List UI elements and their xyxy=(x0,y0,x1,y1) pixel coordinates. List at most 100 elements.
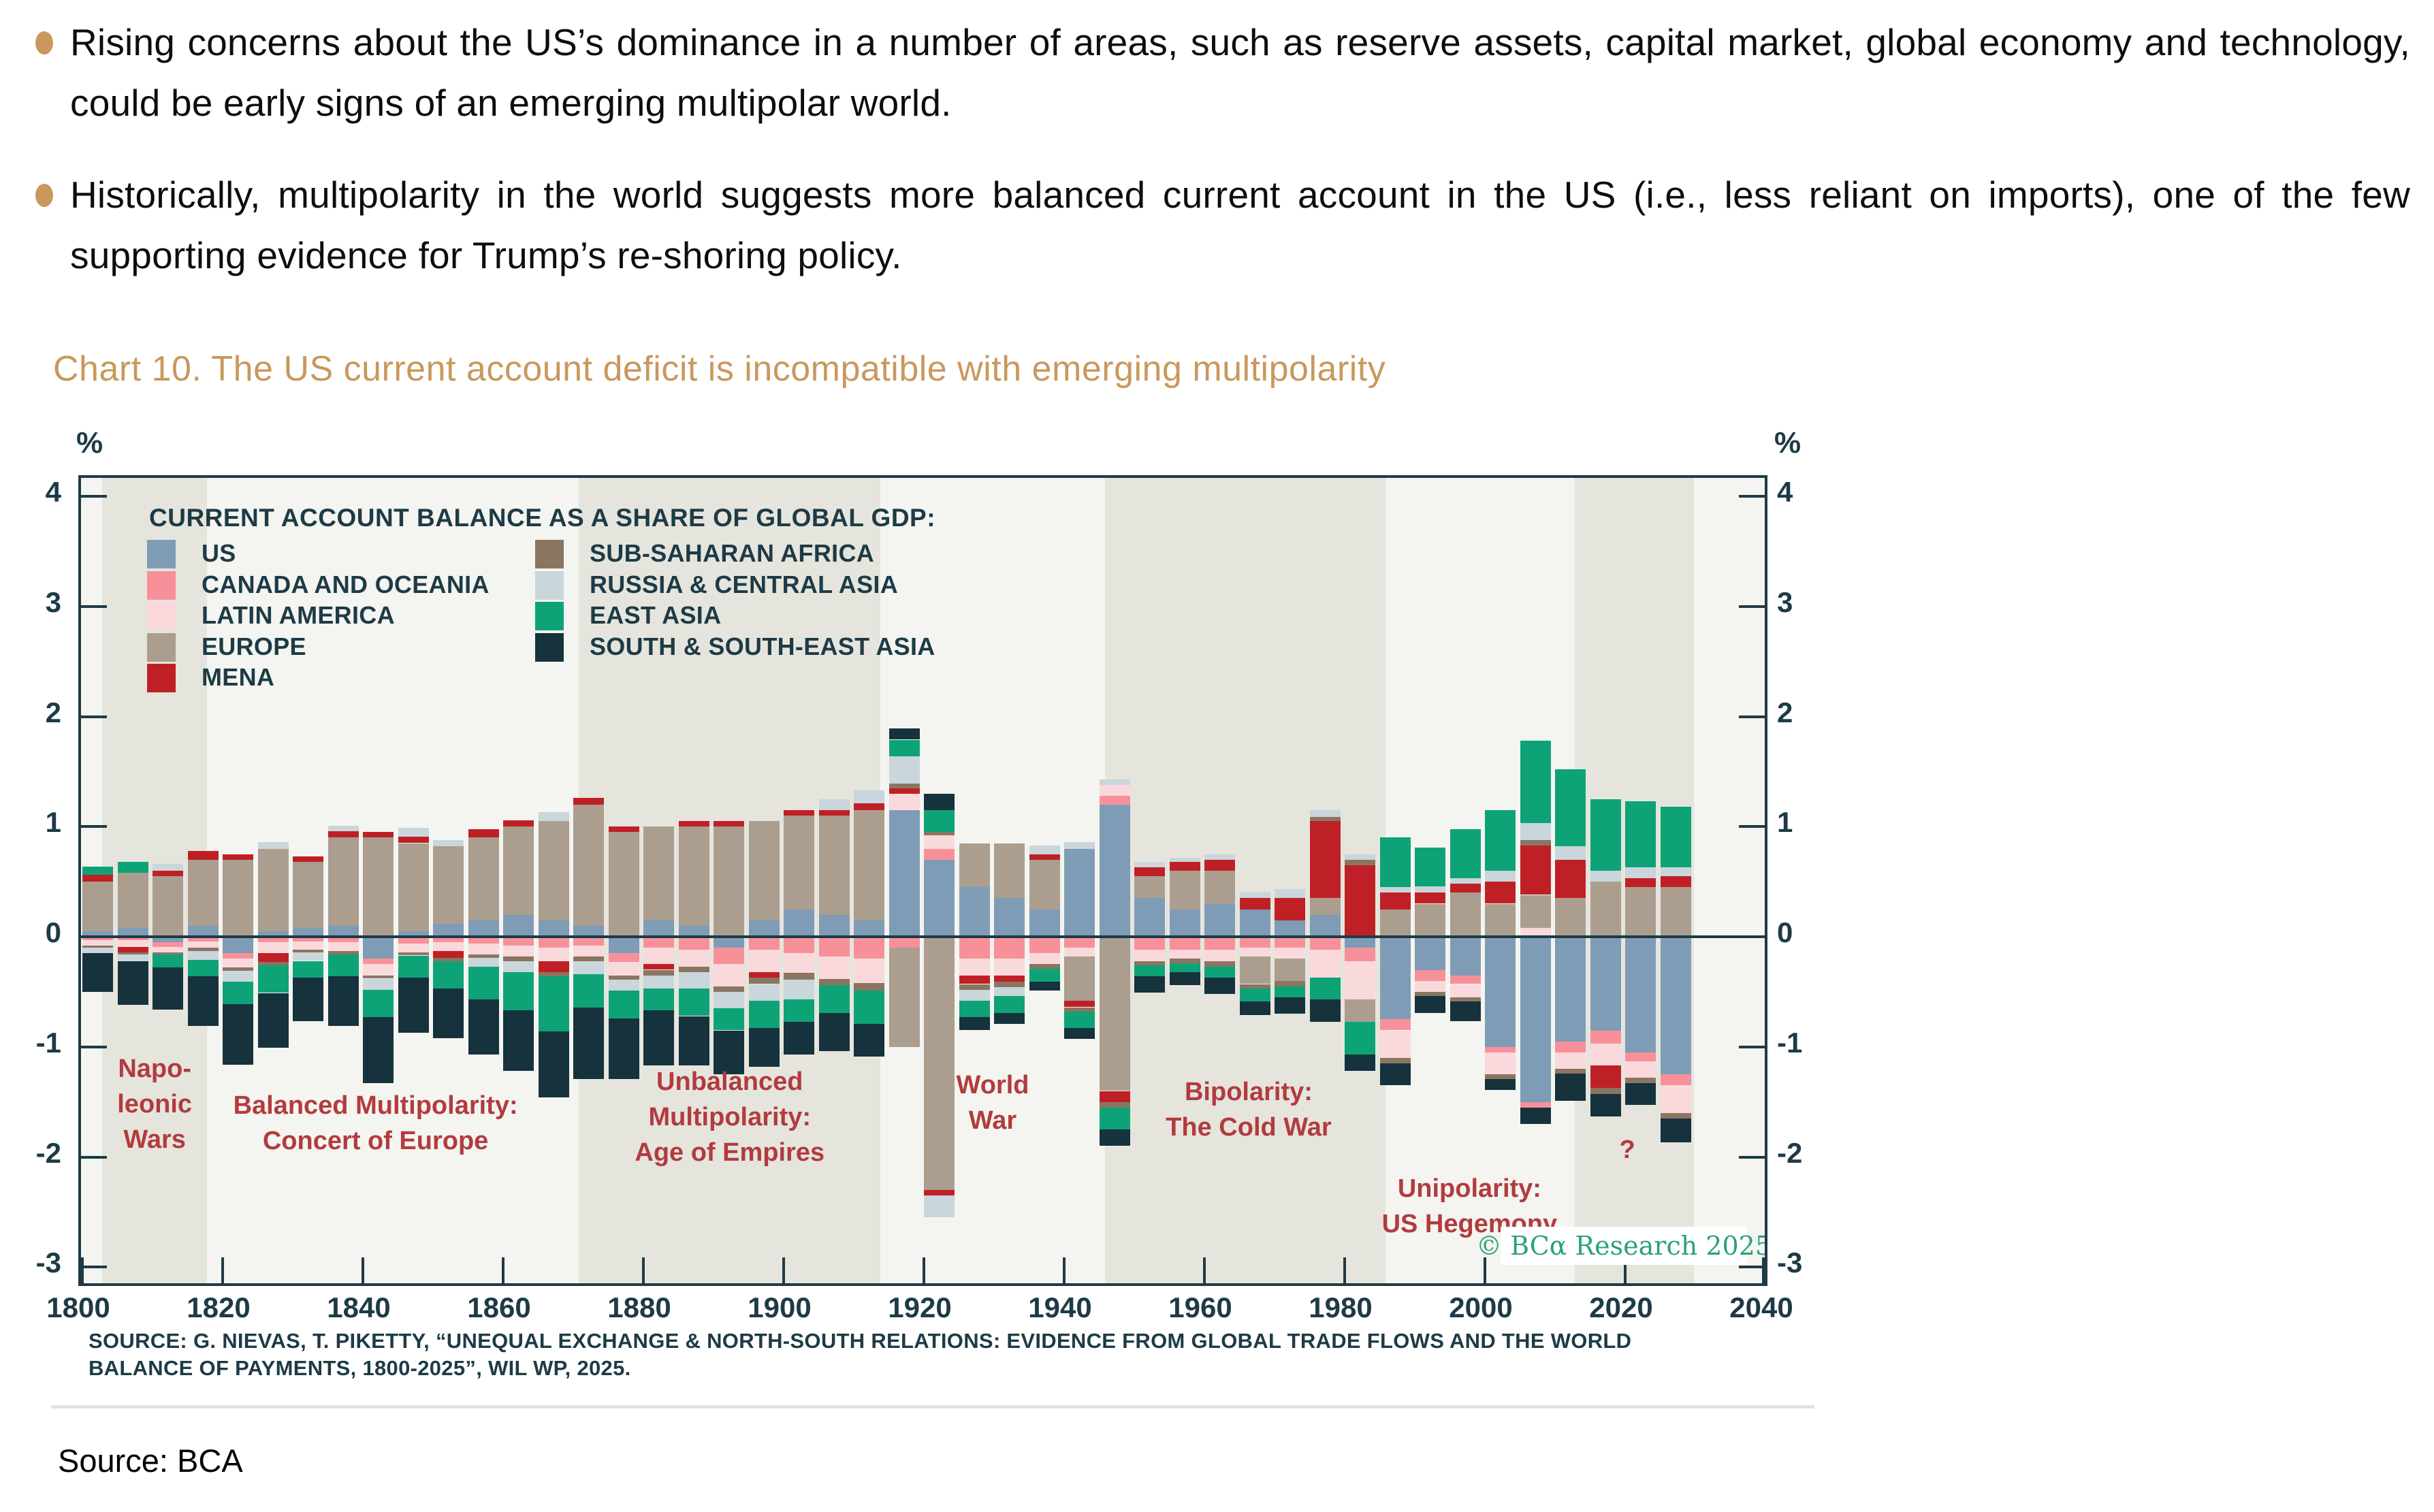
era-annotation-line: War xyxy=(968,1106,1017,1135)
bar-segment xyxy=(433,988,464,1038)
bar-segment xyxy=(1450,878,1481,884)
bar-segment xyxy=(1239,984,1270,989)
bar-segment xyxy=(1485,1046,1516,1052)
bar-segment xyxy=(573,937,604,946)
bar-segment xyxy=(1555,1073,1586,1101)
bar-segment xyxy=(854,810,884,920)
bar-segment xyxy=(1029,845,1060,854)
bar-segment xyxy=(1555,769,1586,847)
bar-segment xyxy=(888,788,920,794)
bar-segment xyxy=(1485,882,1516,904)
x-tick-label: 2020 xyxy=(1589,1291,1653,1323)
bar-segment xyxy=(1415,980,1445,992)
bar-segment xyxy=(924,793,955,810)
bar-segment xyxy=(1064,841,1095,849)
bar-segment xyxy=(398,931,429,937)
bar-segment xyxy=(1204,903,1235,937)
bar-segment xyxy=(398,836,429,843)
bar-segment xyxy=(784,953,814,974)
bar-segment xyxy=(1099,784,1130,796)
bar-segment xyxy=(1064,1028,1095,1040)
bar-segment xyxy=(327,942,359,951)
bar-segment xyxy=(1450,884,1481,893)
bar-segment xyxy=(959,975,990,984)
bar-segment xyxy=(1134,965,1165,977)
era-annotation-line: World xyxy=(956,1071,1029,1099)
bar-segment xyxy=(1099,937,1130,1091)
bar-segment xyxy=(1345,948,1375,961)
legend-swatch xyxy=(147,540,176,568)
bar-segment xyxy=(1660,937,1691,1075)
bar-segment xyxy=(784,909,814,937)
legend-label: EUROPE xyxy=(202,632,306,660)
bar-segment xyxy=(1239,956,1270,984)
y-tick-left xyxy=(81,715,107,718)
bar-segment xyxy=(1660,1074,1691,1086)
bar-segment xyxy=(293,977,323,1022)
bar-segment xyxy=(1345,961,1375,1000)
bar-segment xyxy=(784,1021,814,1055)
bar-segment xyxy=(959,843,990,888)
legend-swatch xyxy=(535,540,564,568)
bar-segment xyxy=(818,937,850,957)
bar-segment xyxy=(643,1010,674,1066)
bar-segment xyxy=(153,937,183,943)
bar-segment xyxy=(1099,1091,1130,1102)
bar-segment xyxy=(1379,1019,1411,1031)
bar-segment xyxy=(1485,871,1516,882)
bar-segment xyxy=(82,875,113,882)
era-annotation-line: leonic xyxy=(117,1090,193,1119)
bar-segment xyxy=(573,961,604,974)
legend-swatch xyxy=(535,570,564,600)
bar-segment xyxy=(117,928,148,937)
bar-segment xyxy=(433,839,464,847)
x-tick xyxy=(642,1257,645,1283)
bar-segment xyxy=(468,829,499,838)
bar-segment xyxy=(1415,903,1445,937)
bar-segment xyxy=(433,961,464,988)
y-tick-label-left: 3 xyxy=(45,585,61,618)
bar-segment xyxy=(888,728,920,740)
page-source: Source: BCA xyxy=(58,1443,243,1479)
bar-segment xyxy=(608,832,639,937)
y-tick-left xyxy=(81,825,107,829)
bar-segment xyxy=(1169,871,1200,910)
y-axis-unit-right: % xyxy=(1774,426,1802,460)
bar-segment xyxy=(1029,968,1060,982)
bar-segment xyxy=(1169,950,1200,959)
bar-segment xyxy=(1029,909,1060,937)
x-tick xyxy=(1203,1257,1206,1283)
era-annotation: Balanced Multipolarity: Concert of Europe xyxy=(199,1088,553,1159)
bar-segment xyxy=(503,971,534,1011)
bar-segment xyxy=(1309,821,1341,899)
bar-segment xyxy=(1660,1112,1691,1119)
bar-segment xyxy=(1485,1074,1516,1079)
bar-segment xyxy=(924,835,955,849)
bar-segment xyxy=(1134,937,1165,950)
x-tick-label: 1960 xyxy=(1168,1291,1232,1323)
bar-segment xyxy=(714,991,744,1009)
x-tick-label: 1800 xyxy=(46,1291,110,1323)
bar-segment xyxy=(538,812,569,822)
bar-segment xyxy=(1134,898,1165,937)
bar-segment xyxy=(1239,898,1270,910)
era-annotation-line: ? xyxy=(1619,1136,1635,1164)
bar-segment xyxy=(994,987,1025,997)
era-annotation: Bipolarity: The Cold War xyxy=(1072,1074,1426,1145)
bar-segment xyxy=(1379,1063,1411,1086)
bar-segment xyxy=(503,914,534,937)
bar-segment xyxy=(1345,854,1375,860)
bar-segment xyxy=(1169,862,1200,871)
bar-segment xyxy=(1625,1083,1656,1106)
bar-segment xyxy=(1590,1030,1621,1044)
bar-segment xyxy=(608,826,639,833)
bar-segment xyxy=(643,948,674,965)
bar-segment xyxy=(1520,845,1551,895)
bar-segment xyxy=(888,810,920,937)
bar-segment xyxy=(433,957,464,961)
y-tick-right xyxy=(1739,715,1765,718)
bar-segment xyxy=(1415,969,1445,981)
bar-segment xyxy=(257,953,289,963)
x-tick-label: 2040 xyxy=(1729,1291,1793,1323)
bar-segment xyxy=(1275,948,1305,959)
